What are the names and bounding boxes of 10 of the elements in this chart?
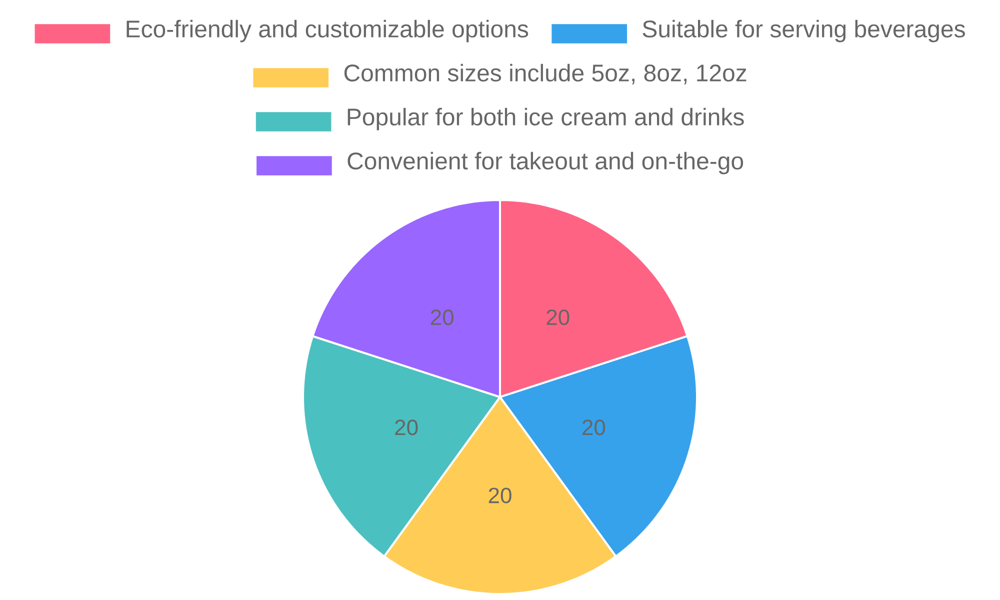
legend-label: Eco-friendly and customizable options (126, 20, 528, 42)
data-label: 20 (582, 420, 606, 436)
legend-label: Convenient for takeout and on-the-go (348, 152, 744, 174)
data-label: 20 (488, 488, 512, 504)
data-label: 20 (430, 310, 454, 326)
legend-label: Common sizes include 5oz, 8oz, 12oz (344, 64, 746, 84)
data-label: 20 (546, 310, 570, 326)
legend-label: Popular for both ice cream and drinks (348, 108, 744, 130)
data-label: 20 (395, 420, 418, 436)
legend-label: Suitable for serving beverages (642, 20, 965, 42)
